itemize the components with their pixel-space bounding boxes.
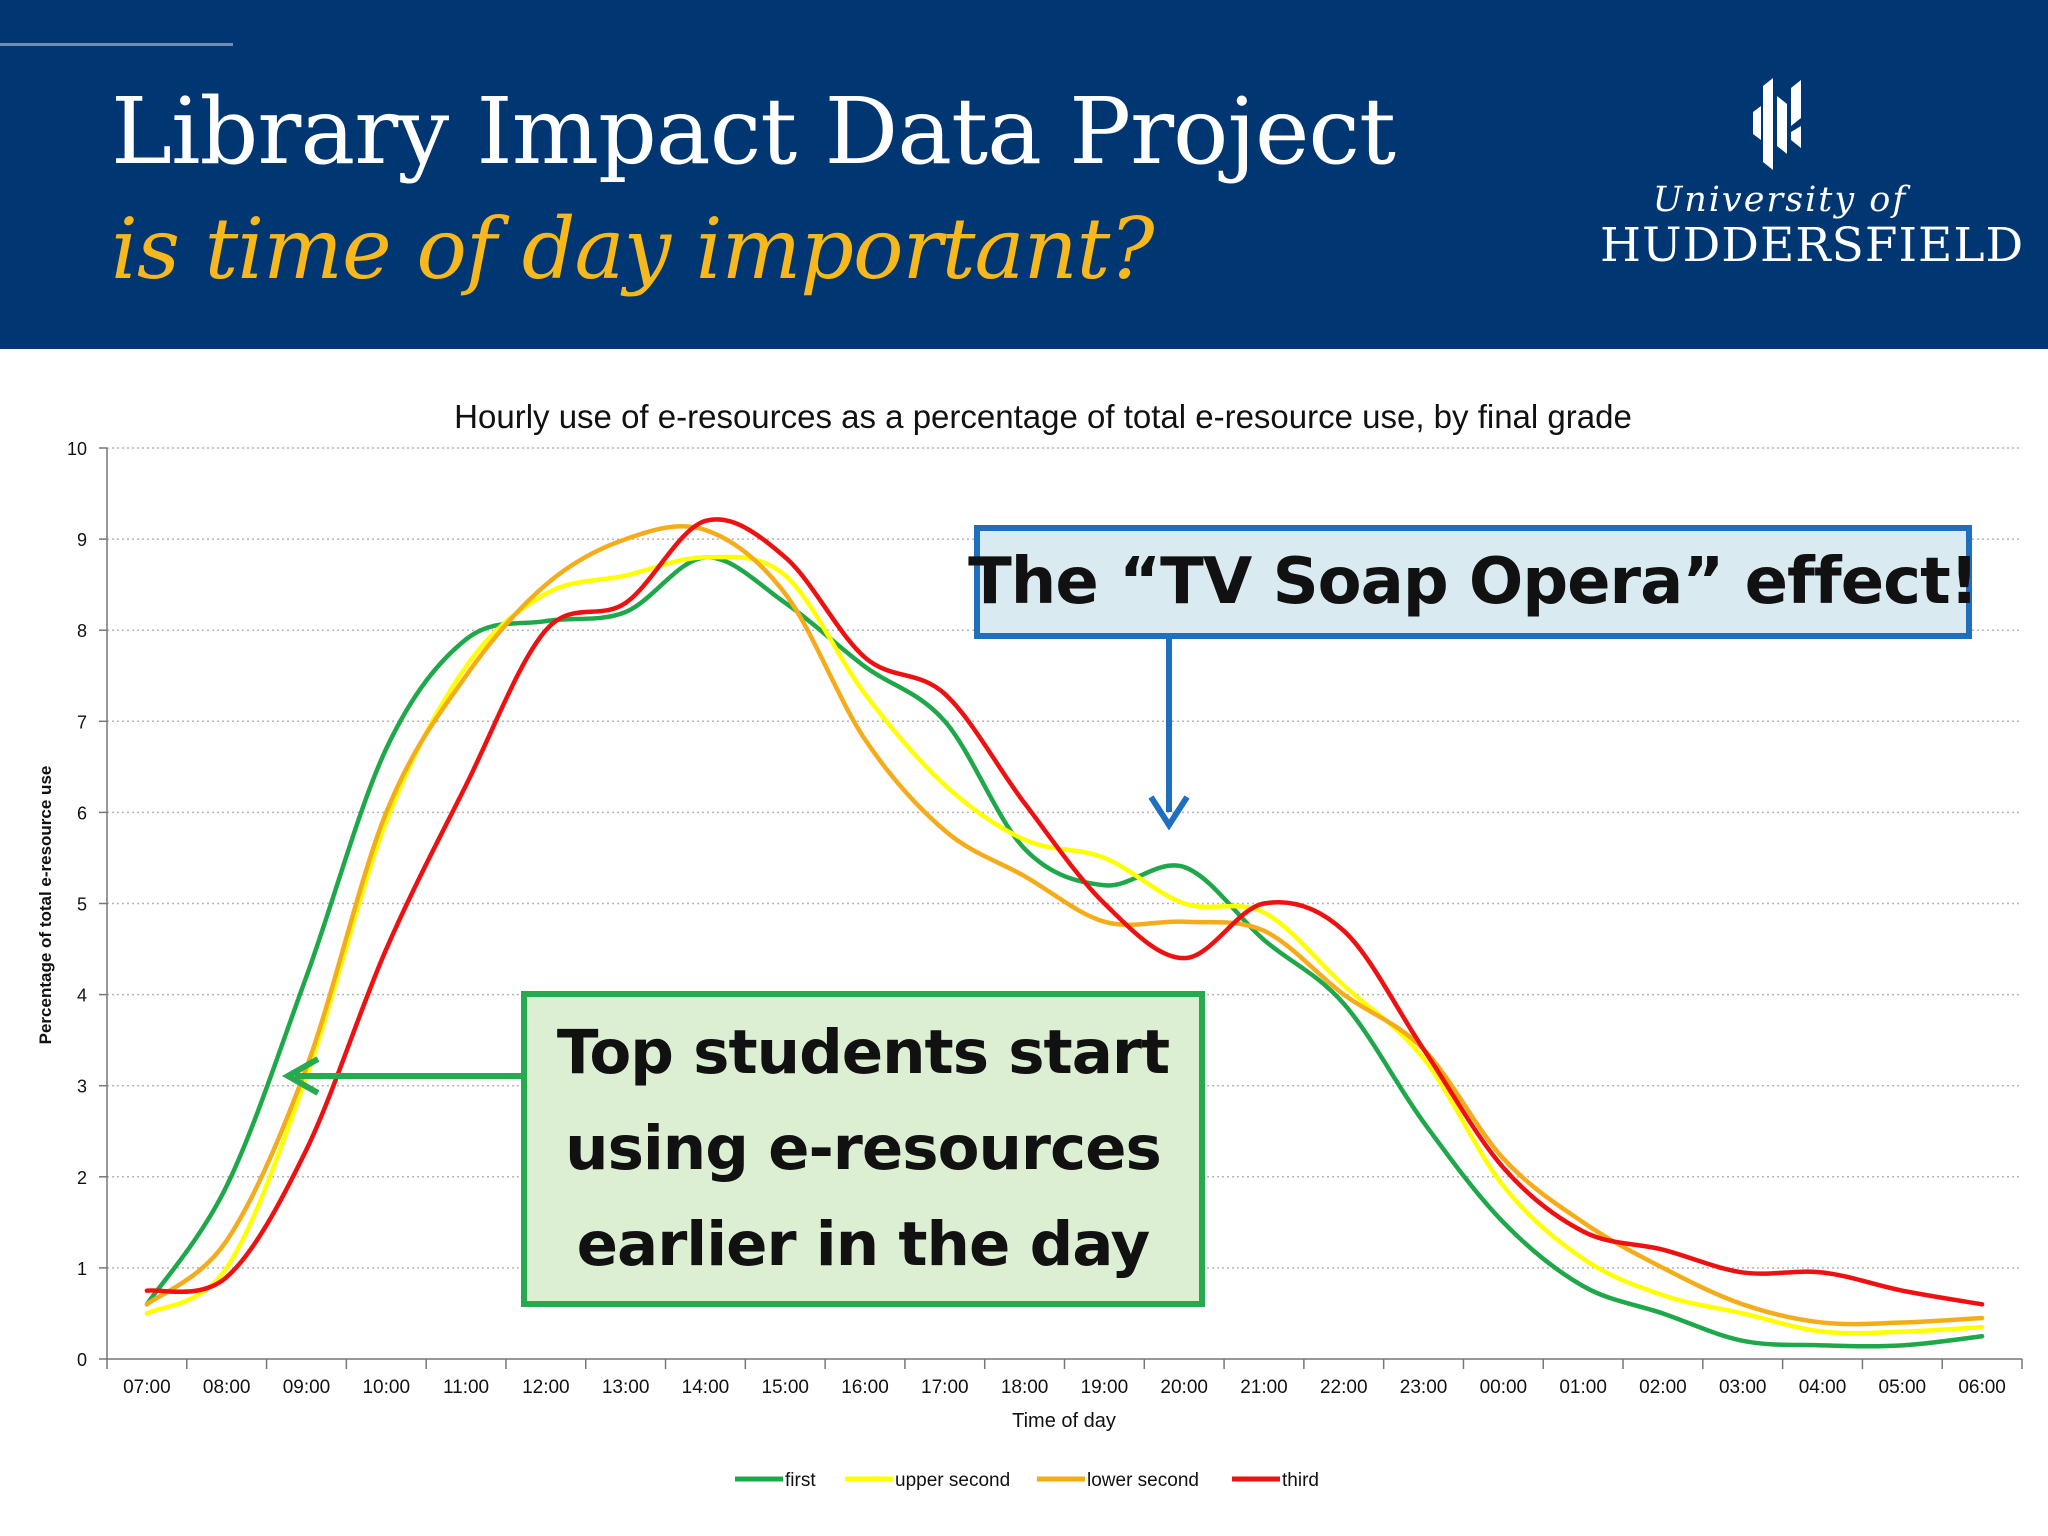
- y-axis-label: Percentage of total e-resource use: [36, 766, 55, 1045]
- x-tick-label: 07:00: [123, 1377, 171, 1398]
- x-tick-label: 09:00: [283, 1377, 331, 1398]
- y-tick-label: 6: [77, 803, 87, 823]
- y-tick-label: 0: [77, 1350, 87, 1370]
- y-tick-labels: 0 1 2 3 4 5 6 7 8 9 10: [67, 439, 87, 1370]
- chart-axes: [99, 447, 2023, 1369]
- tv-soap-opera-callout: The “TV Soap Opera” effect!: [968, 525, 1979, 639]
- x-tick-label: 00:00: [1480, 1377, 1528, 1398]
- x-tick-label: 01:00: [1559, 1377, 1607, 1398]
- x-tick-label: 02:00: [1639, 1377, 1687, 1398]
- x-tick-label: 05:00: [1879, 1377, 1927, 1398]
- x-tick-label: 20:00: [1160, 1377, 1208, 1398]
- y-tick-label: 8: [77, 621, 87, 641]
- x-tick-label: 08:00: [203, 1377, 251, 1398]
- chart-title: Hourly use of e-resources as a percentag…: [454, 398, 1632, 435]
- series-line-lower-second: [144, 523, 1985, 1327]
- x-tick-label: 03:00: [1719, 1377, 1767, 1398]
- x-tick-label: 17:00: [921, 1377, 969, 1398]
- logo-text-line1: University of: [1652, 180, 1908, 220]
- series-line-third: [144, 517, 1985, 1307]
- x-tick-label: 13:00: [602, 1377, 650, 1398]
- top-students-callout-text: Top students start using e-resources ear…: [556, 1017, 1170, 1280]
- legend-label: lower second: [1087, 1470, 1199, 1491]
- slide-title: Library Impact Data Project: [111, 78, 1396, 185]
- x-tick-labels: 07:00 08:00 09:00 10:00 11:00 12:00 13:00 14:00…: [123, 1377, 2006, 1398]
- x-tick-label: 19:00: [1081, 1377, 1129, 1398]
- legend-label: upper second: [895, 1470, 1010, 1491]
- x-tick-label: 16:00: [841, 1377, 889, 1398]
- top-students-callout: Top students start using e-resources ear…: [521, 991, 1205, 1307]
- y-tick-label: 10: [67, 439, 87, 459]
- y-tick-label: 5: [77, 895, 87, 915]
- slide-subtitle: is time of day important?: [111, 200, 1154, 298]
- x-tick-label: 15:00: [761, 1377, 809, 1398]
- x-tick-label: 06:00: [1958, 1377, 2006, 1398]
- x-tick-label: 21:00: [1240, 1377, 1288, 1398]
- y-tick-label: 2: [77, 1168, 87, 1188]
- tv-callout-arrow: [1148, 639, 1190, 831]
- x-tick-label: 12:00: [522, 1377, 570, 1398]
- logo-text-line2: HUDDERSFIELD: [1600, 218, 2025, 273]
- y-tick-label: 7: [77, 712, 87, 732]
- top-students-callout-arrow: [281, 1056, 523, 1096]
- legend-label: first: [785, 1470, 816, 1491]
- x-tick-label: 11:00: [443, 1377, 489, 1398]
- y-tick-label: 4: [77, 986, 87, 1006]
- title-banner: Library Impact Data Project is time of d…: [0, 0, 2048, 349]
- decorative-line: [0, 43, 233, 46]
- x-tick-label: 04:00: [1799, 1377, 1847, 1398]
- university-crest-icon: [1753, 78, 1801, 170]
- tv-soap-opera-callout-text: The “TV Soap Opera” effect!: [968, 545, 1979, 619]
- chart-legend: first upper second lower second third: [735, 1470, 1319, 1491]
- chart-series: [144, 517, 1985, 1349]
- x-tick-label: 10:00: [362, 1377, 410, 1398]
- x-tick-label: 22:00: [1320, 1377, 1368, 1398]
- x-axis-label: Time of day: [1012, 1410, 1116, 1432]
- x-tick-label: 18:00: [1001, 1377, 1049, 1398]
- legend-label: third: [1282, 1470, 1319, 1491]
- university-logo: University of HUDDERSFIELD: [1600, 78, 2025, 278]
- series-line-upper-second: [144, 554, 1985, 1336]
- y-tick-label: 1: [77, 1259, 87, 1279]
- y-tick-label: 9: [77, 530, 87, 550]
- y-tick-label: 3: [77, 1077, 87, 1097]
- x-tick-label: 14:00: [682, 1377, 730, 1398]
- x-tick-label: 23:00: [1400, 1377, 1448, 1398]
